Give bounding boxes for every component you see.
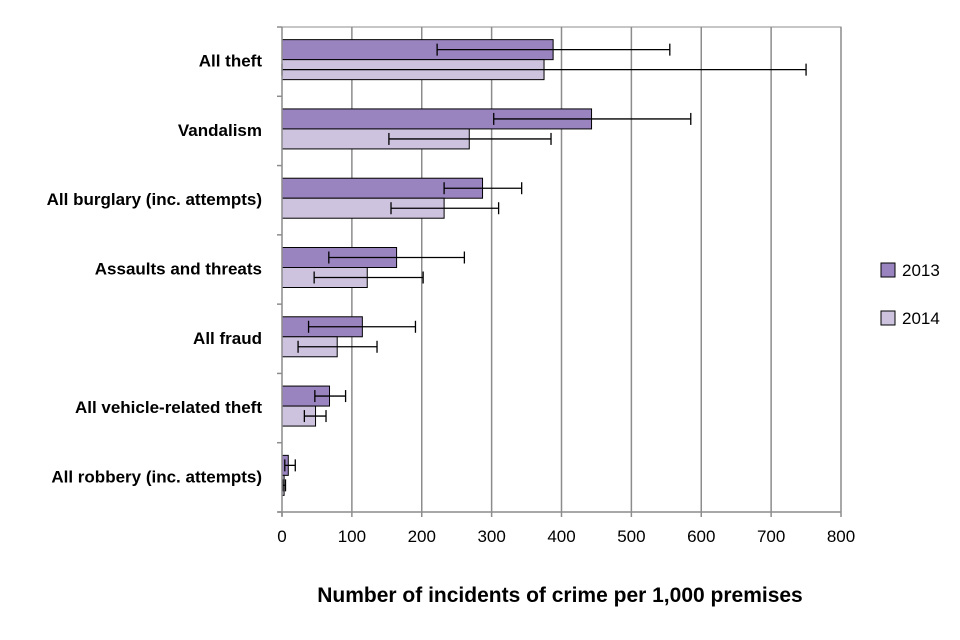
x-tick-label: 500 <box>617 527 645 546</box>
category-label: All robbery (inc. attempts) <box>51 467 262 486</box>
axes <box>277 26 842 517</box>
legend-label: 2013 <box>902 261 940 280</box>
x-tick-label: 300 <box>477 527 505 546</box>
category-label: All theft <box>199 52 263 71</box>
x-tick-label: 0 <box>277 527 286 546</box>
legend-label: 2014 <box>902 309 940 328</box>
category-label: All vehicle-related theft <box>75 398 262 417</box>
x-tick-label: 600 <box>687 527 715 546</box>
x-axis-label: Number of incidents of crime per 1,000 p… <box>317 584 803 607</box>
category-labels: All theft Vandalism All burglary (inc. att… <box>47 52 263 487</box>
x-tick-labels: 0 100 200 300 400 500 600 700 800 <box>277 527 855 546</box>
category-label: Assaults and threats <box>95 260 262 279</box>
x-tick-label: 400 <box>547 527 575 546</box>
error-bars <box>281 43 807 492</box>
legend-swatch-2013 <box>880 262 896 278</box>
x-tick-label: 700 <box>757 527 785 546</box>
legend: 2013 2014 <box>880 261 940 328</box>
x-tick-label: 800 <box>827 527 855 546</box>
legend-swatch-2014 <box>880 310 896 326</box>
bars <box>281 39 593 496</box>
x-tick-label: 200 <box>408 527 436 546</box>
category-label: All fraud <box>193 329 262 348</box>
x-tick-label: 100 <box>338 527 366 546</box>
category-label: Vandalism <box>178 121 262 140</box>
category-label: All burglary (inc. attempts) <box>47 190 262 209</box>
